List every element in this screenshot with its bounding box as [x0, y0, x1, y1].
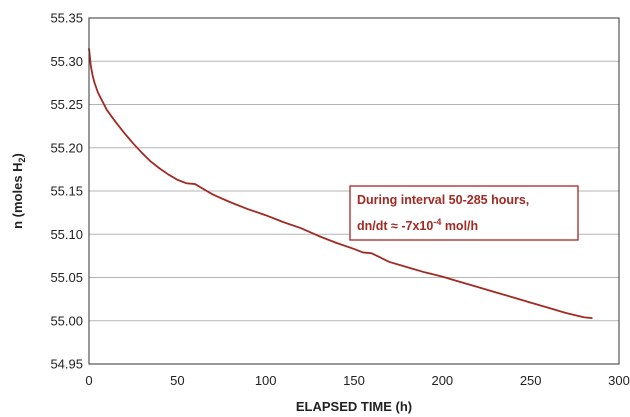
x-tick-label: 0: [85, 373, 92, 388]
x-tick-label: 150: [343, 373, 365, 388]
annotation-box: [349, 185, 579, 241]
annotation-line-1: During interval 50-285 hours,: [357, 193, 529, 207]
y-axis-title: n (moles H2): [10, 153, 27, 229]
annotation-line-2: dn/dt ≈ -7x10-4 mol/h: [357, 217, 478, 233]
y-tick-label: 55.30: [50, 54, 83, 69]
x-tick-label: 50: [170, 373, 184, 388]
x-tick-label: 100: [255, 373, 277, 388]
y-tick-label: 55.25: [50, 97, 83, 112]
y-tick-label: 54.95: [50, 357, 83, 372]
tick-labels: 54.95 55.00 55.05 55.10 55.15 55.20 55.25 55.30…: [50, 11, 629, 389]
y-tick-label: 55.10: [50, 227, 83, 242]
y-tick-label: 55.20: [50, 140, 83, 155]
y-tick-label: 55.15: [50, 184, 83, 199]
y-tick-label: 55.05: [50, 270, 83, 285]
series-line: [88, 48, 593, 320]
y-tick-label: 55.35: [50, 11, 83, 26]
x-axis-title: ELAPSED TIME (h): [296, 399, 412, 414]
y-tick-label: 55.00: [50, 313, 83, 328]
x-tick-label: 300: [608, 373, 630, 388]
x-tick-label: 250: [520, 373, 542, 388]
rate-annotation: During interval 50-285 hours, dn/dt ≈ -7…: [349, 185, 579, 241]
x-tick-label: 200: [431, 373, 453, 388]
plot-frame: [88, 17, 620, 365]
